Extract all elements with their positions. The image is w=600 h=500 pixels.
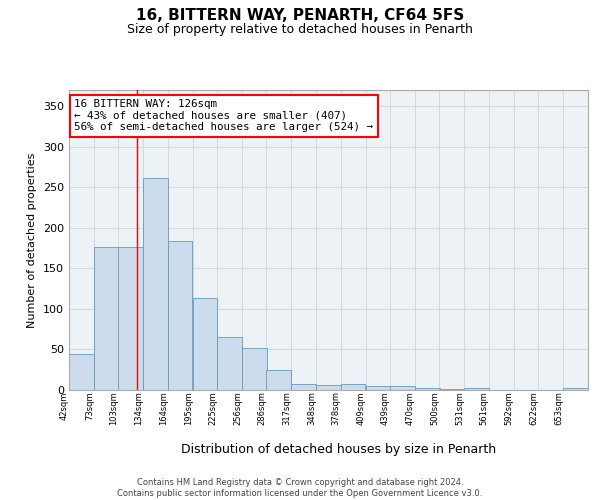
- Bar: [292, 384, 316, 390]
- Text: 16, BITTERN WAY, PENARTH, CF64 5FS: 16, BITTERN WAY, PENARTH, CF64 5FS: [136, 8, 464, 22]
- Bar: [69, 354, 94, 390]
- Bar: [563, 388, 587, 390]
- Text: Distribution of detached houses by size in Penarth: Distribution of detached houses by size …: [181, 442, 497, 456]
- Bar: [365, 386, 391, 390]
- Bar: [118, 248, 143, 390]
- Bar: [341, 384, 365, 390]
- Bar: [439, 389, 464, 390]
- Text: Contains HM Land Registry data © Crown copyright and database right 2024.
Contai: Contains HM Land Registry data © Crown c…: [118, 478, 482, 498]
- Bar: [390, 386, 415, 390]
- Bar: [242, 348, 266, 390]
- Text: 16 BITTERN WAY: 126sqm
← 43% of detached houses are smaller (407)
56% of semi-de: 16 BITTERN WAY: 126sqm ← 43% of detached…: [74, 99, 373, 132]
- Bar: [217, 338, 242, 390]
- Bar: [167, 241, 192, 390]
- Bar: [316, 385, 341, 390]
- Bar: [464, 388, 489, 390]
- Bar: [193, 298, 217, 390]
- Bar: [415, 388, 440, 390]
- Bar: [94, 248, 119, 390]
- Y-axis label: Number of detached properties: Number of detached properties: [28, 152, 37, 328]
- Bar: [143, 178, 168, 390]
- Bar: [266, 370, 291, 390]
- Text: Size of property relative to detached houses in Penarth: Size of property relative to detached ho…: [127, 22, 473, 36]
